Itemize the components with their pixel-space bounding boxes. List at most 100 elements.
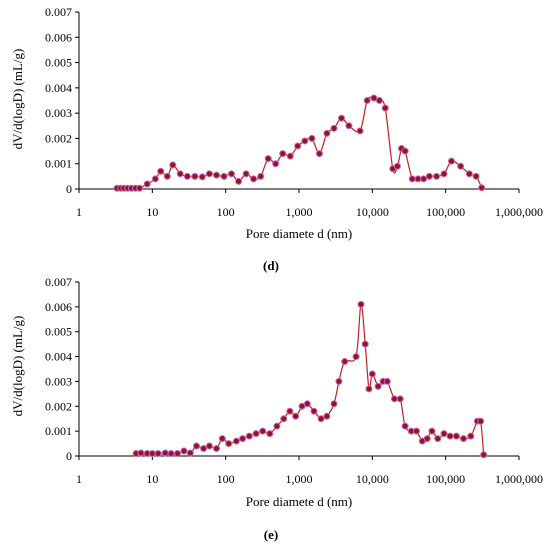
data-point [457,162,465,170]
x-tick-label: 10,000 [356,205,389,219]
data-point [401,147,409,155]
data-point [280,415,288,423]
data-point [151,175,159,183]
data-point [363,97,371,104]
x-tick-label: 100 [217,205,235,219]
y-tick-label: 0.007 [45,275,72,289]
y-tick-label: 0.002 [45,399,72,413]
data-point [352,353,360,361]
data-point [250,175,258,183]
chart-e-xlabel: Pore diamete d (nm) [246,494,353,509]
data-point [213,445,221,453]
data-point [227,170,235,178]
y-tick-label: 0.006 [45,300,72,314]
chart-e-y-axis-label: dV/d(logD) (mL/g) [10,316,25,417]
chart-d-points [113,94,486,192]
data-point [272,160,280,168]
data-point [183,172,191,180]
data-point [136,184,144,192]
chart-e-y-ticks: 0 0.001 0.002 0.003 0.004 0.005 0.006 0.007 [45,275,79,463]
data-point [225,440,233,448]
data-point [341,358,349,366]
data-point [315,150,323,158]
chart-e-points [132,300,488,459]
data-point [317,415,325,423]
data-point [173,450,181,458]
data-point [323,412,331,420]
chart-e-ylabel: dV/d(logD) (mL/g) [10,316,25,417]
data-point [401,422,409,430]
data-point [412,427,420,435]
x-tick-label: 1,000,000 [495,472,543,486]
chart-e: dV/d(logD) (mL/g) 00.0010.0020.0030.0040… [10,275,543,542]
y-tick-label: 0.002 [45,131,72,145]
x-tick-label: 1,000 [286,472,313,486]
data-point [374,382,382,390]
y-tick-label: 0.005 [45,325,72,339]
y-tick-label: 0.004 [45,350,72,364]
data-point [198,173,206,181]
y-tick-label: 0.001 [45,424,72,438]
data-point [191,172,199,180]
data-point [330,124,338,132]
chart-d-ylabel: dV/d(logD) (mL/g) [10,49,25,150]
y-tick-label: 0.007 [45,5,72,19]
data-point [186,449,194,457]
data-point [477,417,485,425]
data-point [205,170,213,178]
data-point [452,432,460,440]
data-point [154,450,162,458]
data-point [245,432,253,440]
x-tick-label: 1,000,000 [495,205,543,219]
data-point [420,175,428,183]
x-tick-label: 10 [146,205,158,219]
data-point [292,412,300,420]
data-point [220,172,228,180]
data-point [465,170,473,178]
data-point [393,162,401,170]
data-point [338,114,346,122]
chart-d-x-ticks: 1 10 100 1,000 10,000 100,000 1,000,000 [76,189,543,219]
data-point [200,445,208,453]
data-point [446,432,454,440]
data-point [180,447,188,455]
data-point [478,184,486,192]
y-tick-label: 0.004 [45,81,72,95]
data-point [480,451,488,459]
data-point [467,432,475,440]
data-point [235,177,243,185]
y-tick-label: 0 [66,449,72,463]
data-point [301,137,309,145]
data-point [356,127,364,135]
data-point [232,437,240,445]
data-point [148,450,156,458]
data-point [169,161,177,169]
data-point [472,172,480,180]
data-point [434,435,442,443]
data-point [428,427,436,435]
chart-d-y-ticks: 0 0.001 0.002 0.003 0.004 0.005 0.006 0.007 [45,5,79,196]
y-tick-label: 0.003 [45,374,72,388]
data-point [273,422,281,430]
data-point [408,175,416,183]
data-point [335,377,343,385]
data-point [308,134,316,142]
chart-d-y-axis-label: dV/d(logD) (mL/g) [10,49,25,150]
data-point [433,172,441,180]
y-tick-label: 0.001 [45,157,72,171]
data-point [259,427,267,435]
y-tick-label: 0.005 [45,56,72,70]
data-point [157,167,165,175]
y-tick-label: 0 [66,182,72,196]
data-point [396,395,404,403]
y-tick-label: 0.003 [45,106,72,120]
data-point [213,171,221,179]
data-point [161,449,169,457]
data-point [176,170,184,178]
data-point [239,435,247,443]
data-point [365,385,373,393]
data-point [425,172,433,180]
data-point [163,172,171,180]
x-tick-label: 100,000 [426,472,465,486]
